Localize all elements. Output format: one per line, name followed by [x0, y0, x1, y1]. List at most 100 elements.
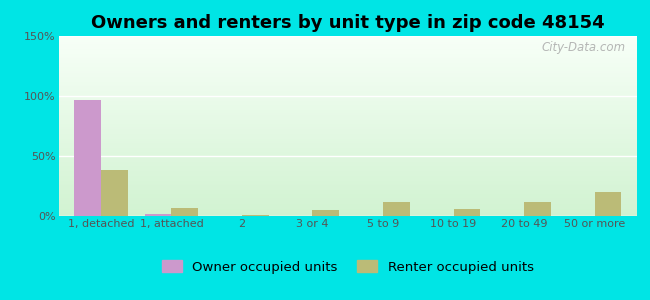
Bar — [172, 208, 198, 216]
Bar — [58, 139, 637, 140]
Bar — [58, 84, 637, 85]
Bar — [58, 46, 637, 47]
Bar — [58, 45, 637, 46]
Bar — [58, 59, 637, 60]
Bar — [58, 190, 637, 191]
Bar — [58, 141, 637, 142]
Bar — [58, 203, 637, 204]
Bar — [58, 134, 637, 135]
Bar — [58, 98, 637, 99]
Bar — [58, 143, 637, 144]
Bar — [58, 95, 637, 96]
Bar — [58, 53, 637, 54]
Bar — [58, 127, 637, 128]
Bar — [58, 75, 637, 76]
Bar — [58, 180, 637, 181]
Bar — [58, 152, 637, 153]
Bar — [58, 83, 637, 84]
Bar — [58, 202, 637, 203]
Bar — [58, 188, 637, 189]
Bar — [58, 166, 637, 167]
Bar — [58, 168, 637, 169]
Bar — [58, 92, 637, 93]
Bar — [58, 102, 637, 103]
Bar — [313, 210, 339, 216]
Bar — [58, 165, 637, 166]
Bar — [58, 158, 637, 159]
Bar — [74, 100, 101, 216]
Bar — [58, 50, 637, 51]
Bar — [58, 81, 637, 82]
Bar — [58, 172, 637, 173]
Bar — [58, 74, 637, 75]
Bar — [58, 85, 637, 86]
Bar — [454, 209, 480, 216]
Bar — [58, 163, 637, 164]
Bar — [58, 145, 637, 146]
Bar — [58, 146, 637, 147]
Bar — [58, 123, 637, 124]
Bar — [58, 197, 637, 198]
Bar — [58, 147, 637, 148]
Bar — [58, 71, 637, 72]
Bar — [58, 106, 637, 107]
Bar — [58, 80, 637, 81]
Bar — [58, 150, 637, 151]
Bar — [58, 211, 637, 212]
Bar — [58, 91, 637, 92]
Bar — [58, 213, 637, 214]
Bar — [58, 151, 637, 152]
Bar — [58, 131, 637, 132]
Bar — [58, 192, 637, 193]
Bar — [58, 76, 637, 77]
Bar — [58, 120, 637, 121]
Bar — [58, 69, 637, 70]
Bar — [58, 48, 637, 49]
Bar — [58, 44, 637, 45]
Bar — [58, 186, 637, 187]
Bar — [58, 159, 637, 160]
Bar — [58, 39, 637, 40]
Bar — [58, 78, 637, 79]
Bar — [58, 174, 637, 175]
Bar — [58, 116, 637, 117]
Bar — [58, 111, 637, 112]
Bar — [58, 107, 637, 108]
Bar — [242, 215, 268, 216]
Bar — [58, 94, 637, 95]
Bar — [58, 38, 637, 39]
Bar — [58, 62, 637, 63]
Bar — [58, 124, 637, 125]
Bar — [58, 122, 637, 123]
Bar — [58, 153, 637, 154]
Bar — [58, 114, 637, 115]
Bar — [58, 142, 637, 143]
Bar — [58, 121, 637, 122]
Bar — [58, 202, 637, 203]
Bar — [58, 72, 637, 73]
Bar — [58, 110, 637, 111]
Bar — [58, 204, 637, 205]
Bar — [58, 137, 637, 138]
Bar — [58, 148, 637, 149]
Bar — [58, 200, 637, 201]
Bar — [58, 187, 637, 188]
Bar — [58, 103, 637, 104]
Bar — [58, 73, 637, 74]
Text: City-Data.com: City-Data.com — [541, 41, 625, 54]
Bar — [58, 86, 637, 87]
Title: Owners and renters by unit type in zip code 48154: Owners and renters by unit type in zip c… — [91, 14, 604, 32]
Bar — [58, 41, 637, 42]
Bar — [58, 60, 637, 61]
Bar — [58, 161, 637, 162]
Bar — [58, 43, 637, 44]
Bar — [58, 112, 637, 113]
Bar — [58, 66, 637, 67]
Bar — [58, 87, 637, 88]
Bar — [58, 177, 637, 178]
Bar — [58, 115, 637, 116]
Bar — [58, 144, 637, 145]
Bar — [58, 89, 637, 90]
Bar — [58, 70, 637, 71]
Bar — [58, 97, 637, 98]
